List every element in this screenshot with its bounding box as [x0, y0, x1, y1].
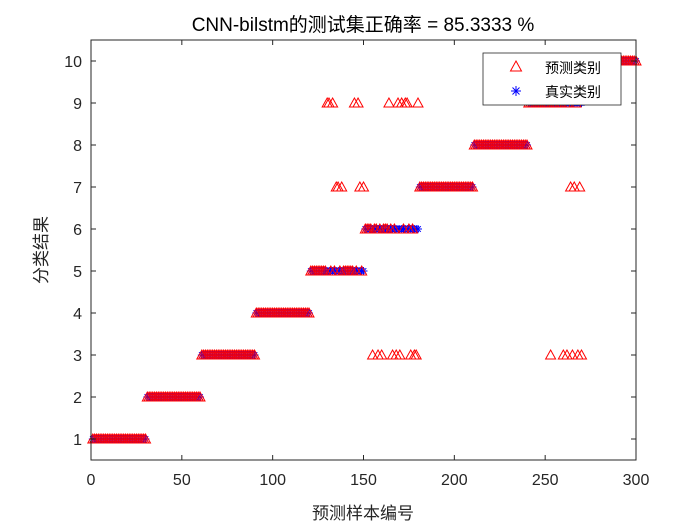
x-tick-label: 100	[259, 472, 286, 489]
predicted-point	[410, 348, 423, 360]
x-axis-label: 预测样本编号	[312, 504, 414, 524]
predicted-point	[573, 180, 586, 192]
predicted-point	[357, 180, 370, 192]
y-tick-label: 7	[73, 180, 82, 197]
y-axis-ticks: 1 2 3 4 5 6 7 8 9 10	[64, 54, 636, 449]
y-tick-label: 1	[73, 432, 82, 449]
legend-asterisk-marker	[511, 86, 521, 96]
x-tick-label: 150	[350, 472, 377, 489]
legend-box	[482, 52, 622, 106]
predicted-point	[352, 96, 364, 108]
chart-title: CNN-bilstm的测试集正确率 = 85.3333 %	[192, 14, 535, 36]
predicted-point	[521, 138, 533, 150]
predicted-point	[326, 96, 339, 108]
predicted-point	[383, 96, 395, 108]
predicted-point	[466, 180, 479, 192]
x-tick-label: 300	[623, 472, 650, 489]
y-tick-label: 5	[73, 264, 82, 281]
axes-background	[91, 40, 636, 460]
predicted-point	[412, 96, 424, 108]
predicted-point	[544, 348, 557, 360]
legend-label-predicted: 预测类别	[545, 61, 601, 77]
predicted-point	[393, 348, 406, 360]
legend-triangle-marker	[509, 59, 523, 72]
x-tick-label: 250	[532, 472, 559, 489]
predicted-point	[335, 180, 348, 192]
predicted-point	[575, 348, 588, 360]
y-tick-label: 4	[73, 306, 82, 323]
legend: 预测类别 真实类别	[482, 52, 622, 106]
predicted-point	[303, 306, 315, 318]
x-tick-label: 50	[173, 472, 191, 489]
predicted-point	[139, 432, 152, 444]
predicted-point	[375, 348, 388, 360]
predicted-point	[248, 348, 261, 360]
x-tick-label: 200	[441, 472, 468, 489]
y-tick-label: 8	[73, 138, 82, 155]
predicted-point	[388, 222, 401, 234]
y-tick-label: 9	[73, 96, 82, 113]
y-tick-label: 10	[64, 54, 82, 71]
x-axis-ticks: 0 50 100 150 200 250 300	[87, 40, 650, 489]
predicted-point	[401, 96, 413, 108]
predicted-point	[406, 222, 419, 234]
legend-label-actual: 真实类别	[545, 85, 601, 101]
predicted-point	[194, 390, 206, 402]
y-tick-label: 6	[73, 222, 82, 239]
x-tick-label: 0	[87, 472, 96, 489]
y-tick-label: 3	[73, 348, 82, 365]
predicted-point	[355, 264, 368, 276]
y-tick-label: 2	[73, 390, 82, 407]
y-axis-label: 分类结果	[32, 216, 52, 284]
plot-area	[91, 40, 636, 460]
